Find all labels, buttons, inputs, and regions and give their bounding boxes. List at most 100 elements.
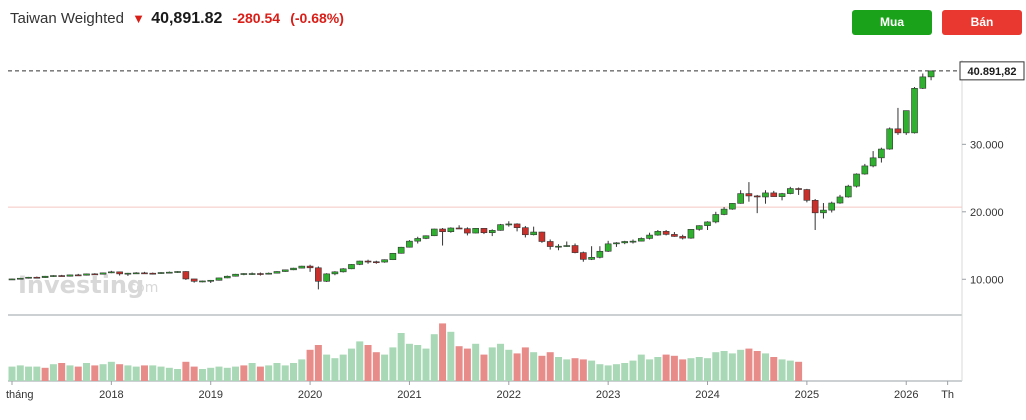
candle-body <box>720 208 728 215</box>
candle <box>770 190 778 197</box>
candle-body <box>298 265 306 269</box>
candle-body <box>902 110 910 134</box>
volume-bar <box>389 347 397 381</box>
price-change-percent: (-0.68%) <box>290 10 344 26</box>
candle-body <box>671 234 678 237</box>
candle-body <box>124 272 132 275</box>
volume-bar <box>232 366 240 381</box>
candle <box>298 265 306 269</box>
candle <box>240 273 248 276</box>
volume-bar <box>430 334 438 381</box>
x-tick-label: 2018 <box>99 389 123 401</box>
candle-body <box>828 202 836 211</box>
candle <box>679 234 686 240</box>
candle-body <box>348 264 355 270</box>
x-tick-label: 2023 <box>596 389 620 401</box>
volume-bar <box>132 366 140 381</box>
volume-bar <box>174 369 182 381</box>
candle <box>555 244 562 251</box>
volume-bar <box>795 361 803 381</box>
candle <box>91 273 99 276</box>
volume-bar <box>149 365 157 381</box>
candle <box>753 194 761 214</box>
candle-body <box>911 88 918 134</box>
candle-body <box>604 243 612 252</box>
candle-body <box>704 221 711 226</box>
candle <box>530 226 537 236</box>
candle <box>803 188 811 203</box>
candle-body <box>223 275 231 279</box>
volume-bar <box>83 363 91 381</box>
volume-bar <box>99 364 107 381</box>
candle-body <box>712 214 720 223</box>
buy-button[interactable]: Mua <box>852 10 932 35</box>
candle-body <box>869 157 877 167</box>
candle <box>712 211 720 224</box>
candle-body <box>629 240 637 243</box>
candle-body <box>406 240 413 248</box>
candle-body <box>836 196 844 204</box>
candle <box>108 270 115 274</box>
volume-bar <box>323 354 331 381</box>
x-tick-label: 2021 <box>397 389 421 401</box>
candle <box>621 240 629 245</box>
volume-bar <box>207 367 215 381</box>
candle-body <box>414 238 422 242</box>
candle-body <box>778 193 786 197</box>
candle <box>389 252 397 261</box>
candle-body <box>729 203 736 210</box>
candle <box>215 277 223 281</box>
candle <box>488 229 496 237</box>
volume-bar <box>198 369 206 381</box>
candle-body <box>894 128 902 134</box>
volume-bar <box>422 348 430 381</box>
candle <box>455 225 463 230</box>
candle-body <box>182 271 190 280</box>
candle <box>116 271 123 276</box>
candle-body <box>464 228 471 234</box>
candle-body <box>811 200 819 214</box>
candle-body <box>770 192 778 197</box>
candle-body <box>273 271 281 274</box>
candle <box>306 264 314 272</box>
candle <box>58 274 65 277</box>
candle <box>381 259 388 263</box>
candle-body <box>637 238 645 242</box>
candle <box>737 190 744 204</box>
volume-bar <box>596 364 604 381</box>
candle-body <box>364 260 372 263</box>
instrument-name: Taiwan Weighted <box>10 10 124 27</box>
candle-body <box>538 231 546 242</box>
candle <box>66 274 74 277</box>
candle-body <box>513 223 521 228</box>
candle <box>373 260 380 264</box>
volume-bar <box>91 365 99 381</box>
candle-body <box>878 148 885 159</box>
candle-body <box>157 272 165 274</box>
volume-bar <box>41 367 49 381</box>
volume-bar <box>215 366 223 381</box>
candle <box>141 271 148 275</box>
candle <box>869 151 877 168</box>
candle-body <box>480 228 488 234</box>
watermark-suffix: .com <box>124 280 158 296</box>
candle <box>25 276 32 279</box>
volume-bar <box>728 353 736 381</box>
candle <box>273 271 281 274</box>
candle <box>637 237 645 242</box>
sell-button[interactable]: Bán <box>942 10 1022 35</box>
candle-body <box>315 267 322 282</box>
volume-bar <box>786 360 794 381</box>
candle <box>588 246 595 261</box>
y-axis: 10.000 20.000 30.000 <box>962 139 1004 286</box>
candle-body <box>166 271 173 274</box>
volume-bar <box>248 363 256 381</box>
candle <box>795 187 802 195</box>
candle-body <box>613 242 620 245</box>
candle-body <box>373 261 380 264</box>
candle-body <box>745 193 753 197</box>
volume-bar <box>165 367 173 381</box>
candle-body <box>132 272 140 275</box>
candle <box>41 275 49 278</box>
